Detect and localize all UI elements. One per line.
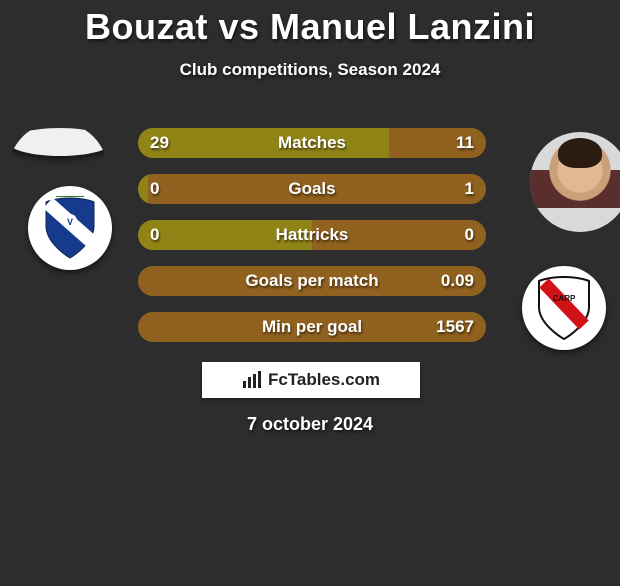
stat-label: Min per goal <box>138 312 486 342</box>
page-subtitle: Club competitions, Season 2024 <box>0 60 620 80</box>
velez-shield-icon: V <box>42 196 98 260</box>
player-right-portrait <box>530 132 620 232</box>
stat-bar: 0Hattricks0 <box>138 220 486 250</box>
stat-value-right: 0.09 <box>441 266 474 296</box>
stat-value-right: 1567 <box>436 312 474 342</box>
barchart-icon <box>242 371 262 389</box>
stat-bar: Min per goal1567 <box>138 312 486 342</box>
stat-bar: 0Goals1 <box>138 174 486 204</box>
date-text: 7 october 2024 <box>0 414 620 435</box>
stat-bars: 29Matches110Goals10Hattricks0Goals per m… <box>138 128 486 358</box>
attribution-badge: FcTables.com <box>202 362 420 398</box>
stat-bar: 29Matches11 <box>138 128 486 158</box>
stat-label: Hattricks <box>138 220 486 250</box>
club-right-badge: CARP <box>522 266 606 350</box>
club-left-badge: V <box>28 186 112 270</box>
page-title: Bouzat vs Manuel Lanzini <box>0 6 620 48</box>
stat-value-right: 1 <box>465 174 474 204</box>
stat-label: Goals <box>138 174 486 204</box>
svg-text:CARP: CARP <box>553 294 576 303</box>
stat-label: Goals per match <box>138 266 486 296</box>
river-shield-icon: CARP <box>534 275 594 341</box>
stat-bar: Goals per match0.09 <box>138 266 486 296</box>
attribution-text: FcTables.com <box>268 370 380 390</box>
player-face-icon <box>530 132 620 232</box>
stat-value-right: 11 <box>456 128 474 158</box>
svg-text:V: V <box>67 217 73 227</box>
stat-value-right: 0 <box>465 220 474 250</box>
stat-label: Matches <box>138 128 486 158</box>
placeholder-ellipse <box>8 128 108 156</box>
